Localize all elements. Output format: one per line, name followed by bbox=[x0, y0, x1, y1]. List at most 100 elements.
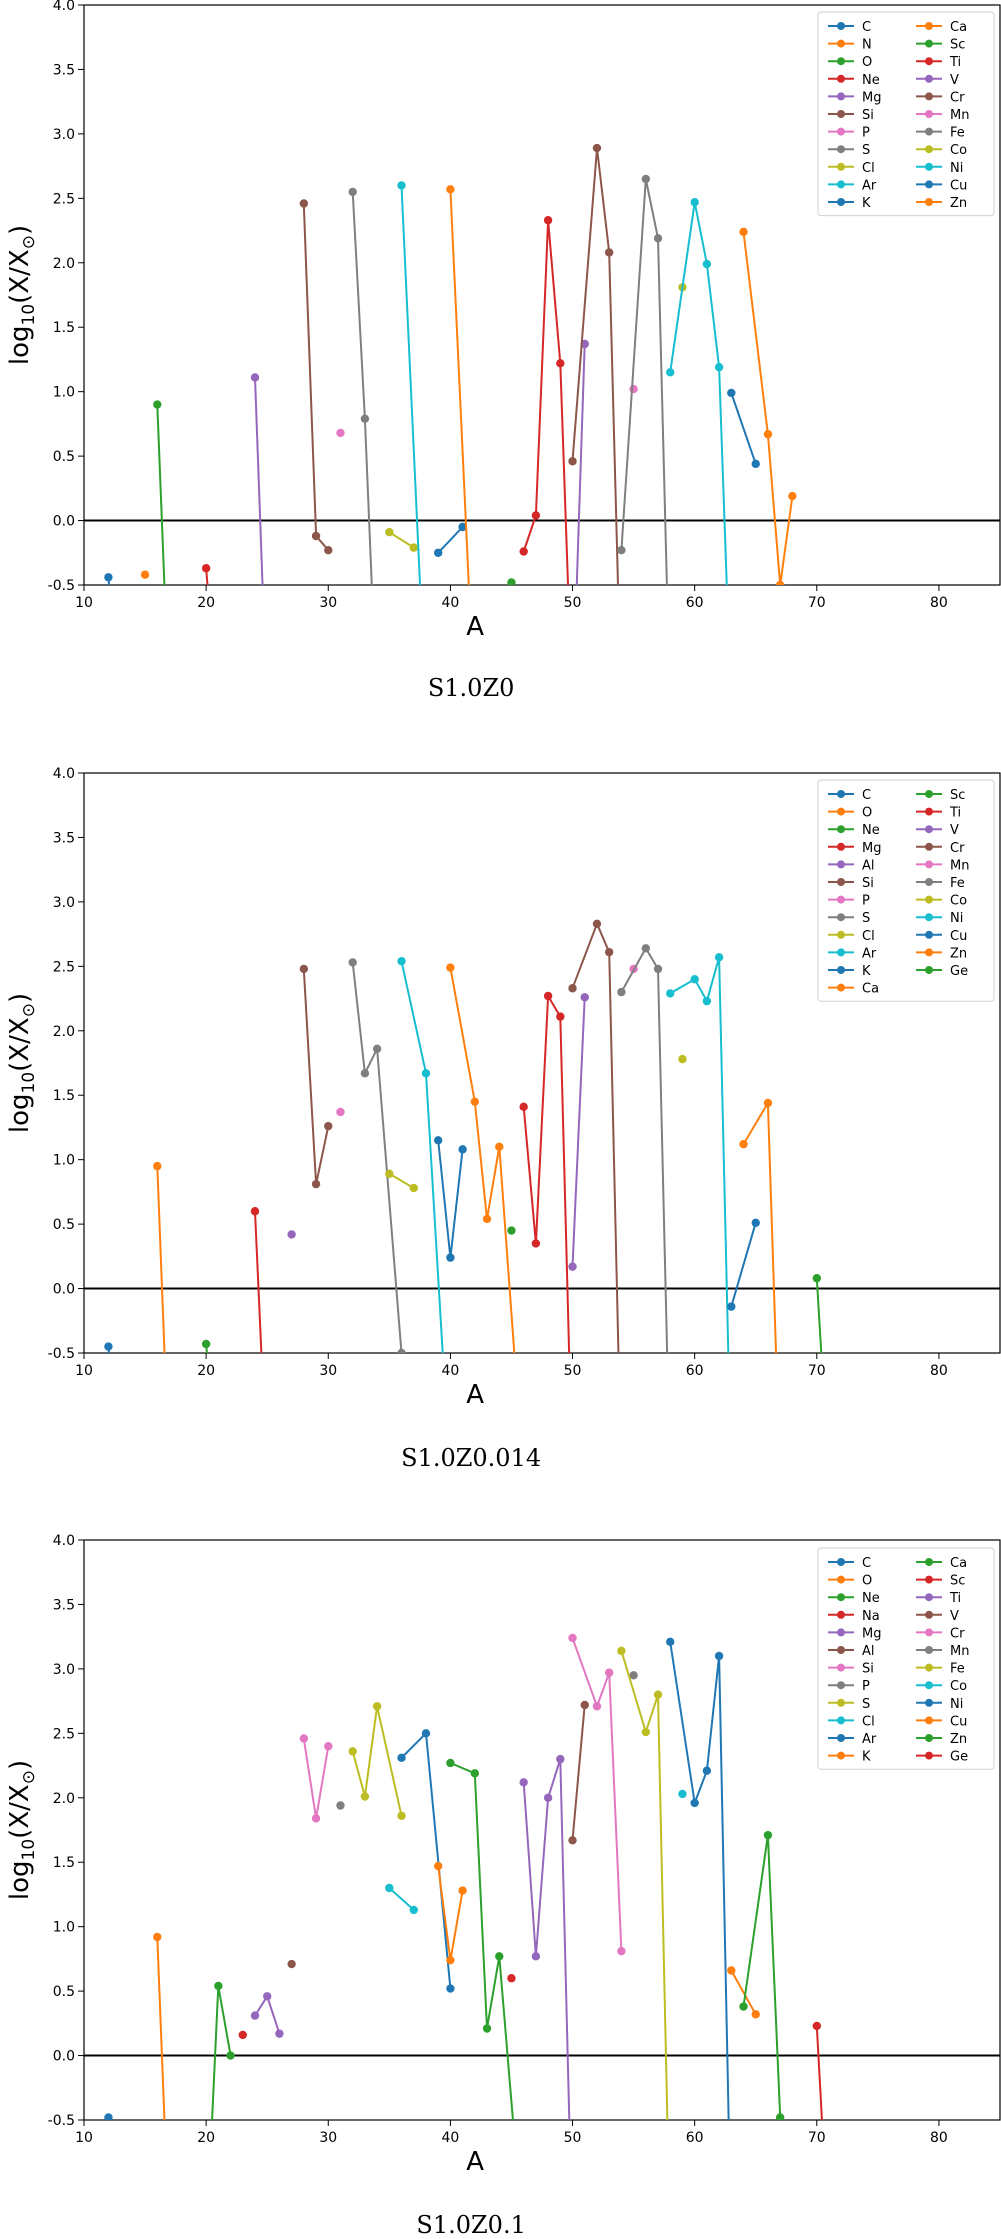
data-point-Mg bbox=[263, 1478, 271, 1486]
legend-marker-Mg bbox=[837, 842, 845, 851]
data-point-K bbox=[458, 1145, 467, 1154]
data-point-Fe bbox=[641, 174, 651, 184]
data-point-Mg bbox=[263, 1992, 272, 2001]
legend-marker-Ar bbox=[837, 180, 845, 189]
series-line-Ar bbox=[400, 185, 422, 585]
series-line-Mg bbox=[254, 1211, 263, 1353]
legend-label-Sc: Sc bbox=[950, 38, 965, 53]
data-point-K bbox=[458, 1886, 467, 1895]
data-point-Al bbox=[287, 1959, 296, 1969]
series-line-S bbox=[351, 962, 403, 1353]
data-point-Si bbox=[299, 199, 309, 208]
legend-marker-Zn bbox=[925, 1734, 933, 1742]
data-point-Na bbox=[238, 2030, 247, 2040]
data-point-Mg bbox=[250, 373, 260, 382]
data-point-Zn bbox=[739, 227, 748, 237]
legend-marker-V bbox=[925, 1610, 933, 1619]
series-line-Zn bbox=[742, 231, 794, 585]
data-point-Ni bbox=[702, 1766, 712, 1775]
series-line-Fe bbox=[620, 946, 669, 1353]
data-point-Zn bbox=[763, 430, 773, 439]
series-line-Cu bbox=[730, 1970, 757, 2015]
legend-label-Zn: Zn bbox=[950, 196, 967, 211]
series-line-S bbox=[351, 1706, 403, 1817]
data-point-Ni bbox=[727, 1478, 735, 1486]
data-point-Ca bbox=[470, 1769, 480, 1778]
data-point-Co bbox=[678, 1789, 687, 1799]
data-point-S bbox=[397, 1811, 406, 1821]
y-tick-label: 4.0 bbox=[53, 766, 75, 782]
legend-marker-S bbox=[837, 913, 845, 922]
legend-label-P: P bbox=[862, 126, 870, 141]
data-point-Cu bbox=[727, 388, 736, 398]
legend-label-Cu: Cu bbox=[950, 178, 967, 193]
data-point-Si bbox=[311, 531, 321, 541]
legend-marker-Ni bbox=[925, 913, 933, 922]
series-line-Fe bbox=[620, 178, 668, 585]
y-tick-label: 2.5 bbox=[53, 1726, 75, 1742]
data-point-Fe bbox=[666, 1478, 674, 1486]
data-point-Ni bbox=[714, 362, 724, 372]
data-point-Fe bbox=[653, 1690, 663, 1699]
data-point-Ti bbox=[519, 1102, 528, 1112]
data-point-Cr bbox=[568, 457, 577, 466]
legend-marker-P bbox=[837, 1681, 845, 1690]
legend-marker-Ca bbox=[925, 1558, 933, 1566]
legend-marker-Cu bbox=[925, 180, 933, 189]
data-point-O bbox=[153, 1161, 162, 1171]
y-tick-label: 2.0 bbox=[53, 1791, 75, 1807]
y-tick-label: 2.5 bbox=[53, 191, 75, 207]
legend-marker-K bbox=[837, 1751, 845, 1760]
legend-marker-O bbox=[837, 57, 845, 66]
x-axis-label: A bbox=[466, 612, 484, 642]
data-point-Zn bbox=[739, 1140, 748, 1149]
data-point-Cr bbox=[617, 710, 625, 718]
legend-label-O: O bbox=[862, 1574, 872, 1589]
y-tick-label: 3.5 bbox=[53, 62, 75, 78]
data-point-C bbox=[104, 2113, 113, 2120]
data-point-S bbox=[360, 1792, 370, 1801]
legend-marker-O bbox=[837, 1575, 845, 1584]
y-axis-label: log10(X/X⊙) bbox=[5, 225, 39, 365]
series-line-Cu bbox=[730, 1222, 757, 1307]
panel-caption: S1.0Z0.014 bbox=[401, 1444, 541, 1472]
legend-marker-Ni bbox=[925, 162, 933, 171]
data-point-Ca bbox=[471, 710, 479, 718]
series-line-O bbox=[156, 1166, 166, 1353]
data-point-Ar bbox=[421, 1069, 431, 1078]
legend-label-Ar: Ar bbox=[862, 178, 877, 193]
data-point-C bbox=[104, 1342, 113, 1351]
series-line-O bbox=[156, 1936, 166, 2120]
legend-marker-Mg bbox=[837, 1628, 845, 1637]
data-point-V bbox=[568, 710, 576, 718]
data-point-Cl bbox=[409, 1905, 418, 1915]
legend-label-C: C bbox=[862, 788, 871, 803]
legend-label-S: S bbox=[862, 911, 870, 926]
data-point-Zn bbox=[775, 580, 785, 585]
data-point-S bbox=[348, 1747, 357, 1756]
legend-marker-Mn bbox=[925, 1646, 933, 1654]
x-tick-label: 40 bbox=[441, 595, 459, 611]
data-point-Ge bbox=[812, 2021, 821, 2031]
data-point-Si bbox=[299, 1734, 309, 1743]
y-tick-label: 2.5 bbox=[53, 959, 75, 975]
y-tick-label: -0.5 bbox=[48, 2113, 75, 2129]
legend-marker-Zn bbox=[925, 948, 933, 957]
data-point-Ti bbox=[531, 1239, 541, 1248]
data-point-V bbox=[568, 1262, 577, 1271]
legend-label-Mn: Mn bbox=[950, 858, 969, 873]
series-line-Cr bbox=[571, 1637, 623, 1952]
data-point-Mg bbox=[250, 2011, 260, 2020]
data-point-K bbox=[446, 1955, 455, 1965]
data-point-Mg bbox=[250, 1207, 260, 1216]
legend-box bbox=[817, 779, 995, 1002]
legend-marker-C bbox=[837, 22, 845, 30]
data-point-Ca bbox=[446, 185, 455, 194]
legend-marker-Ge bbox=[925, 966, 933, 974]
data-point-C bbox=[116, 1478, 124, 1486]
legend-marker-Al bbox=[837, 860, 845, 869]
legend-label-Mg: Mg bbox=[862, 1626, 881, 1641]
legend-label-V: V bbox=[950, 823, 959, 838]
legend-label-Fe: Fe bbox=[950, 126, 965, 141]
